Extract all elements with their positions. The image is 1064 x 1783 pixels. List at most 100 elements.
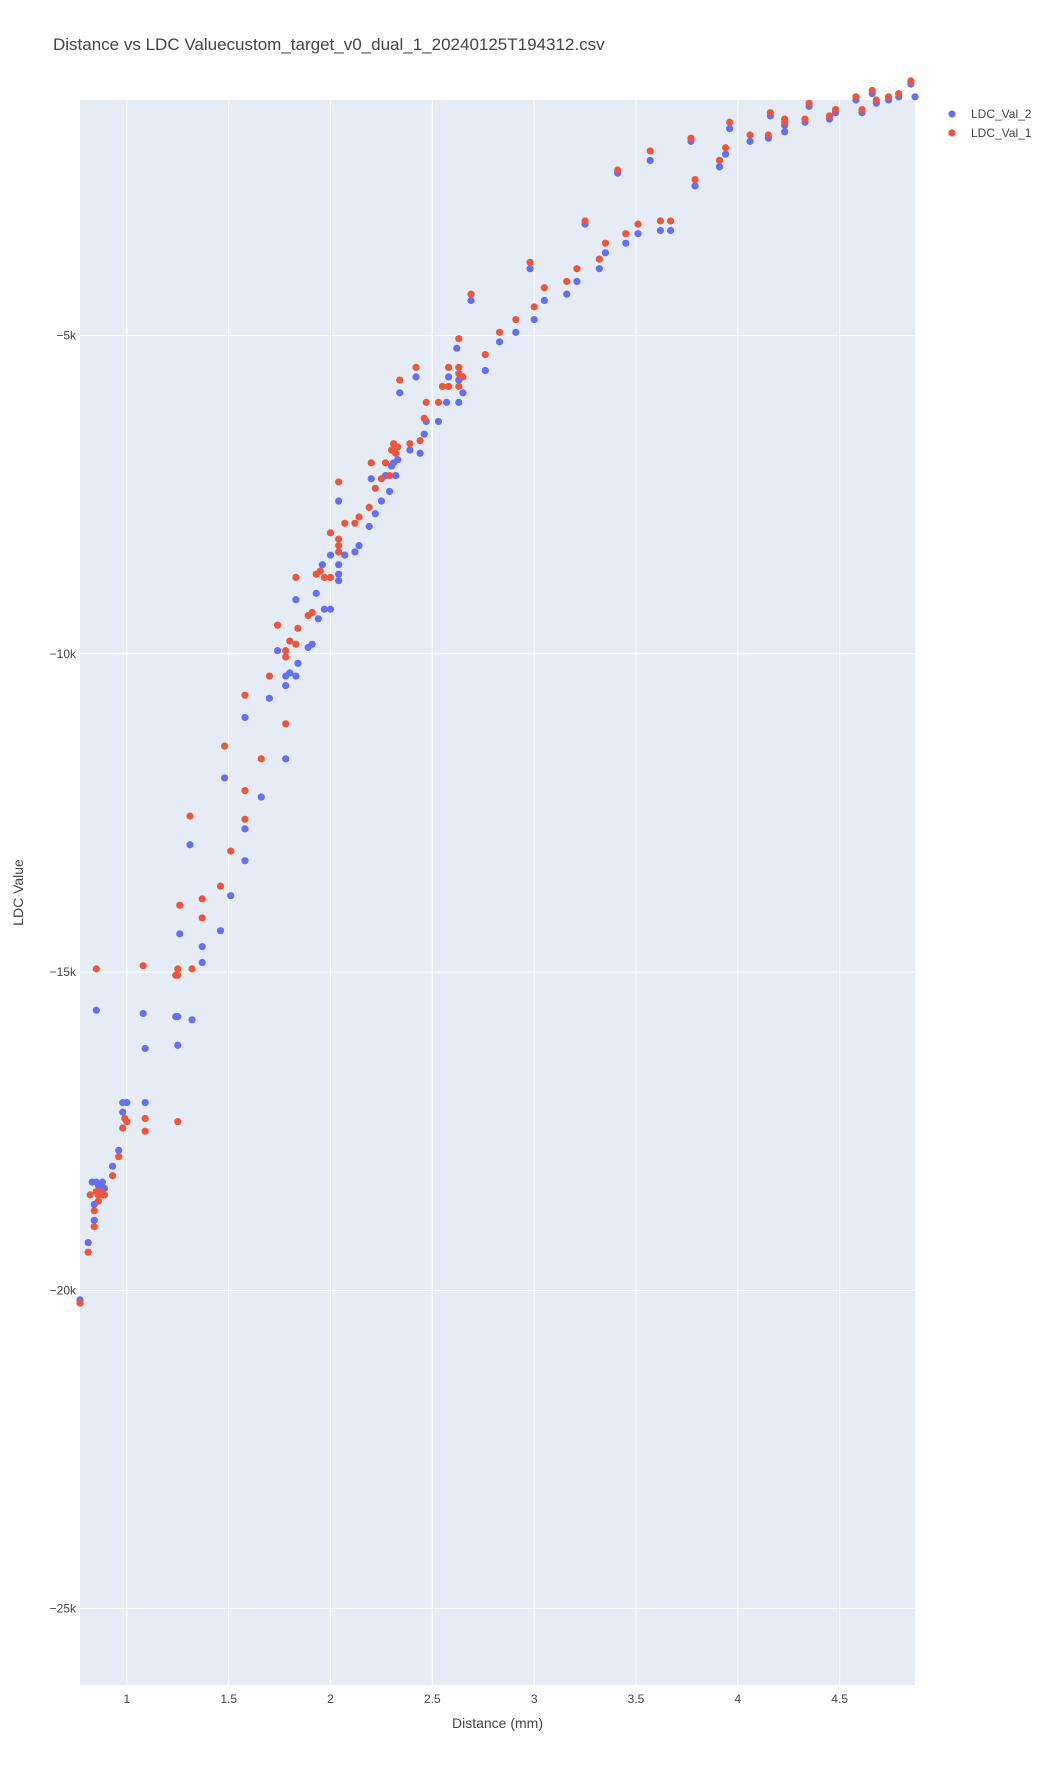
data-point xyxy=(563,290,571,298)
data-point xyxy=(646,156,654,165)
data-point xyxy=(320,573,328,582)
data-point xyxy=(123,1098,131,1107)
data-point xyxy=(420,430,428,438)
data-point xyxy=(416,449,424,457)
data-point xyxy=(174,971,182,979)
data-point xyxy=(216,927,225,935)
data-point xyxy=(216,882,225,890)
data-point xyxy=(831,105,840,114)
data-point xyxy=(292,596,300,604)
gridlines xyxy=(80,100,915,1685)
data-point xyxy=(781,128,789,136)
legend[interactable]: LDC_Val_2 LDC_Val_1 xyxy=(948,107,1032,140)
data-point xyxy=(526,265,534,273)
data-point xyxy=(715,163,724,171)
data-point xyxy=(601,249,610,257)
data-point xyxy=(646,147,654,155)
data-point xyxy=(858,105,866,114)
data-point xyxy=(825,112,834,120)
legend-item[interactable]: LDC_Val_2 xyxy=(948,107,1032,121)
data-point xyxy=(90,1223,98,1231)
data-point xyxy=(320,605,328,613)
x-tick-label: 1.5 xyxy=(220,1692,237,1706)
data-point xyxy=(355,513,363,521)
data-point xyxy=(115,1153,123,1161)
data-point xyxy=(715,156,724,165)
data-point xyxy=(530,303,538,311)
data-point xyxy=(351,519,359,527)
x-tick-label: 4.5 xyxy=(831,1692,848,1706)
data-point xyxy=(341,519,349,527)
data-point xyxy=(581,217,589,225)
data-point xyxy=(656,217,665,225)
data-point xyxy=(420,414,428,422)
y-tick-label: −25k xyxy=(50,1602,77,1616)
data-point xyxy=(495,338,504,346)
plot-background xyxy=(80,100,915,1685)
data-point xyxy=(335,478,343,486)
x-tick-label: 2.5 xyxy=(424,1692,441,1706)
data-point xyxy=(92,965,100,973)
data-point xyxy=(141,1127,149,1135)
data-point xyxy=(257,755,265,763)
plot-area xyxy=(76,77,919,1685)
y-tick-label: −15k xyxy=(50,965,77,979)
data-point xyxy=(241,691,249,699)
data-point xyxy=(326,551,335,559)
data-point xyxy=(308,608,316,617)
data-point xyxy=(371,484,379,492)
data-point xyxy=(141,1114,149,1123)
data-point xyxy=(355,541,363,550)
data-point xyxy=(911,93,919,101)
data-point xyxy=(687,134,695,142)
x-axis-ticks: 1 1.5 2 2.5 3 3.5 4 4.5 xyxy=(123,1692,848,1706)
data-point xyxy=(656,226,665,235)
data-point xyxy=(467,290,475,298)
data-point xyxy=(282,653,290,661)
data-point xyxy=(371,510,379,518)
legend-item[interactable]: LDC_Val_1 xyxy=(948,126,1032,140)
data-point xyxy=(294,624,302,632)
y-tick-label: −10k xyxy=(50,647,77,661)
data-point xyxy=(385,471,394,480)
x-tick-label: 3 xyxy=(531,1692,538,1706)
y-tick-label: −20k xyxy=(50,1283,77,1297)
data-point xyxy=(198,895,206,903)
data-point xyxy=(412,363,420,371)
data-point xyxy=(781,115,789,123)
data-point xyxy=(601,239,610,247)
data-point xyxy=(459,373,467,381)
data-point xyxy=(351,548,359,556)
data-point xyxy=(726,125,734,133)
data-point xyxy=(392,449,400,457)
data-point xyxy=(573,265,581,273)
data-point xyxy=(294,659,302,667)
data-point xyxy=(282,647,290,655)
data-point xyxy=(188,1016,196,1024)
data-point xyxy=(595,265,603,273)
data-point xyxy=(227,847,235,855)
data-point xyxy=(442,398,451,406)
data-point xyxy=(595,255,603,263)
data-point xyxy=(84,1248,92,1256)
data-point xyxy=(512,316,520,324)
legend-marker xyxy=(948,129,956,137)
data-points xyxy=(76,77,919,1307)
data-point xyxy=(895,90,903,98)
data-point xyxy=(481,351,489,359)
data-point xyxy=(377,497,386,505)
data-point xyxy=(573,277,581,286)
data-point xyxy=(84,1239,92,1247)
data-point xyxy=(868,86,876,95)
data-point xyxy=(852,93,860,101)
data-point xyxy=(667,226,675,235)
data-point xyxy=(108,1162,117,1170)
data-point xyxy=(526,258,534,266)
data-point xyxy=(314,615,322,623)
data-point xyxy=(141,1044,149,1053)
data-point xyxy=(455,382,463,391)
data-point xyxy=(90,1207,98,1215)
data-point xyxy=(115,1146,123,1154)
data-point xyxy=(174,1013,182,1021)
